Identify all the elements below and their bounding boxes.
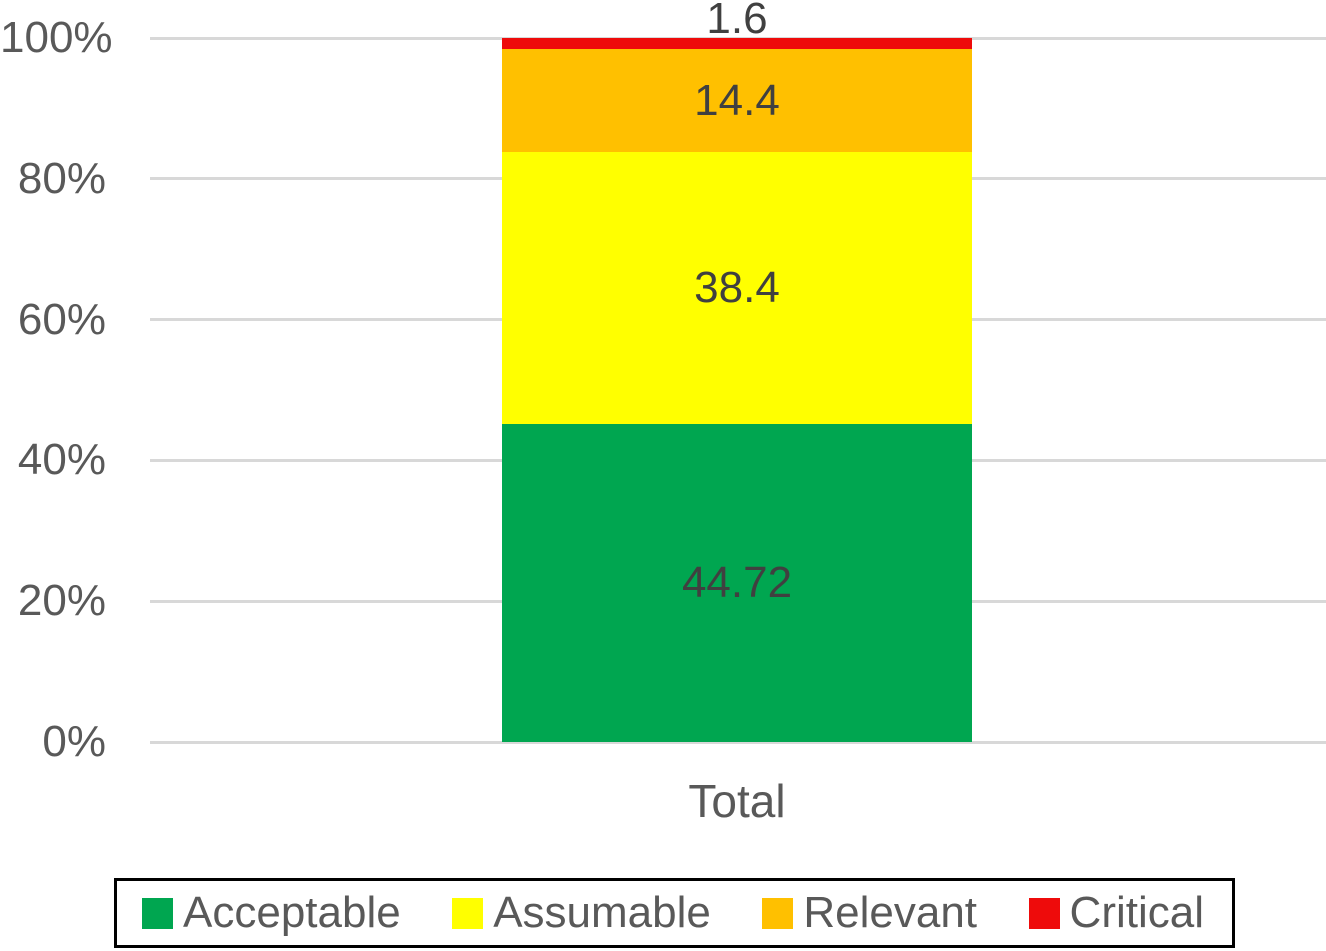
data-label-critical: 1.6 xyxy=(706,0,768,43)
data-label-assumable: 38.4 xyxy=(694,263,780,312)
data-label-acceptable: 44.72 xyxy=(681,558,793,608)
bar-segment-relevant xyxy=(502,49,972,152)
y-axis-tick-label: 0% xyxy=(42,717,106,766)
legend-swatch-icon xyxy=(142,897,173,929)
legend: Acceptable Assumable Relevant Critical xyxy=(114,878,1235,948)
legend-swatch-icon xyxy=(452,897,484,929)
legend-item-relevant: Relevant xyxy=(762,890,977,936)
legend-label: Relevant xyxy=(803,888,978,937)
y-axis-tick-label: 100% xyxy=(0,13,113,62)
bar-segment-critical xyxy=(502,38,972,50)
bar-segment-acceptable xyxy=(502,424,972,742)
y-axis-tick-label: 60% xyxy=(17,294,106,344)
legend-item-acceptable: Acceptable xyxy=(142,890,401,936)
legend-label: Critical xyxy=(1069,888,1204,937)
x-axis-category-label: Total xyxy=(688,775,786,827)
gridline xyxy=(150,740,1326,744)
legend-label: Acceptable xyxy=(183,888,401,937)
bar-segment-assumable xyxy=(502,151,972,425)
data-label-relevant: 14.4 xyxy=(694,75,780,125)
legend-item-critical: Critical xyxy=(1028,888,1204,937)
legend-label: Assumable xyxy=(493,888,711,937)
y-axis-tick-label: 20% xyxy=(17,576,106,626)
legend-swatch-icon xyxy=(1028,897,1060,929)
y-axis-tick-label: 40% xyxy=(17,435,106,485)
legend-swatch-icon xyxy=(762,897,794,929)
legend-item-assumable: Assumable xyxy=(452,890,711,936)
y-axis-tick-label: 80% xyxy=(17,153,106,203)
